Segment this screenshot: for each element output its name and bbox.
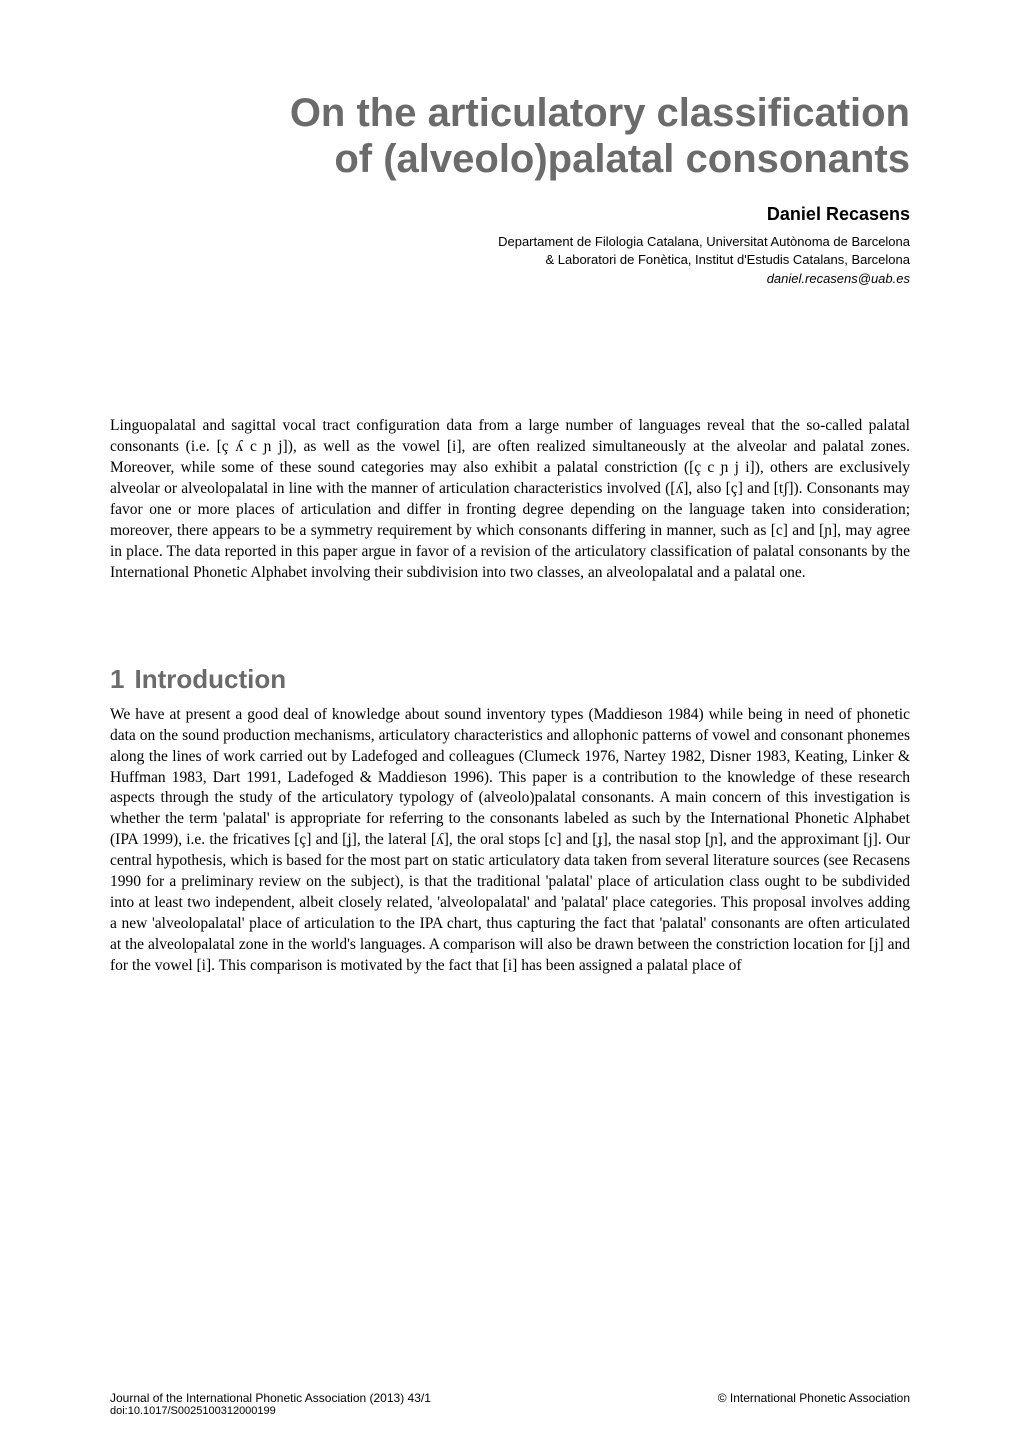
affiliation-line-2: & Laboratori de Fonètica, Institut d'Est… — [545, 252, 910, 267]
paper-title: On the articulatory classification of (a… — [110, 90, 910, 182]
footer-right: © International Phonetic Association — [718, 1391, 910, 1417]
section-number: 1 — [110, 664, 124, 694]
author-email: daniel.recasens@uab.es — [110, 271, 910, 286]
abstract-text: Linguopalatal and sagittal vocal tract c… — [110, 416, 910, 583]
author-name: Daniel Recasens — [110, 204, 910, 225]
body-paragraph: We have at present a good deal of knowle… — [110, 705, 910, 977]
copyright: © International Phonetic Association — [718, 1391, 910, 1405]
title-line-2: of (alveolo)palatal consonants — [334, 137, 910, 181]
section-title: Introduction — [134, 664, 286, 694]
section-heading: 1 Introduction — [110, 664, 910, 695]
affiliation: Departament de Filologia Catalana, Unive… — [110, 233, 910, 269]
footer-left: Journal of the International Phonetic As… — [110, 1391, 431, 1417]
title-line-1: On the articulatory classification — [290, 91, 910, 135]
journal-info: Journal of the International Phonetic As… — [110, 1391, 431, 1405]
affiliation-line-1: Departament de Filologia Catalana, Unive… — [498, 234, 910, 249]
page-footer: Journal of the International Phonetic As… — [110, 1391, 910, 1417]
doi: doi:10.1017/S0025100312000199 — [110, 1405, 431, 1417]
